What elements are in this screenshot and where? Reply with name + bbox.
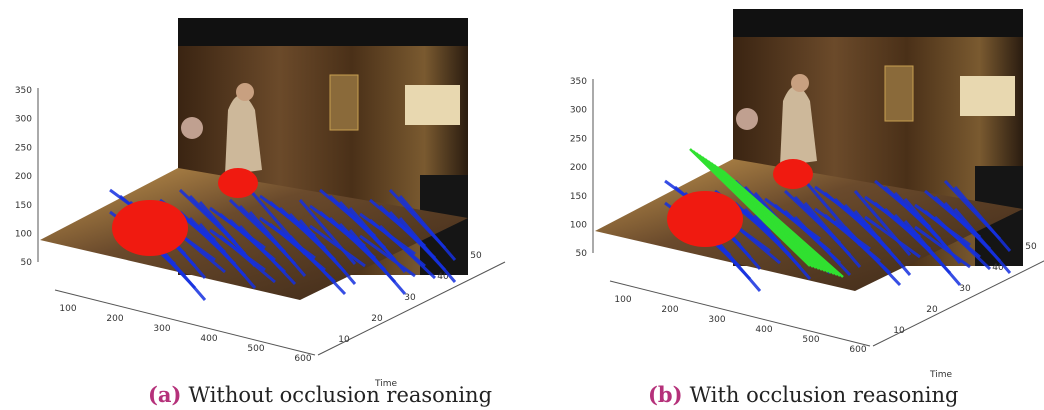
time-tick-label: 10 xyxy=(893,326,905,336)
trajectory xyxy=(953,208,1012,274)
z-tick-label: 250 xyxy=(15,143,32,153)
frame-top xyxy=(178,18,468,46)
person-head xyxy=(736,108,758,130)
time-tick-label: 40 xyxy=(437,272,449,282)
z-tick-label: 250 xyxy=(570,134,587,144)
person-head xyxy=(181,117,203,139)
caption-text: With occlusion reasoning xyxy=(690,383,959,407)
trajectory-red xyxy=(112,200,188,256)
z-tick-label: 50 xyxy=(576,249,588,259)
x-tick-label: 100 xyxy=(614,295,631,305)
z-tick-label: 50 xyxy=(21,258,33,268)
time-axis xyxy=(317,261,506,356)
time-tick-label: 20 xyxy=(926,305,938,315)
trajectory xyxy=(288,234,347,296)
x-tick-label: 400 xyxy=(755,325,772,335)
time-label: Time xyxy=(929,370,952,380)
trajectory xyxy=(753,214,812,280)
x-tick-label: 500 xyxy=(247,344,264,354)
z-tick-label: 150 xyxy=(15,201,32,211)
time-tick-label: 50 xyxy=(470,251,482,261)
x-tick-label: 600 xyxy=(294,354,311,364)
trajectory xyxy=(903,220,962,286)
trajectory xyxy=(398,217,457,283)
panel: 350 300 250 200 150 100 50 100 200 300 400 500 600 10… xyxy=(15,18,506,389)
x-tick-label: 400 xyxy=(200,334,217,344)
caption-text: Without occlusion reasoning xyxy=(188,383,492,407)
caption-label: (b) xyxy=(648,382,683,407)
z-tick-label: 350 xyxy=(15,86,32,96)
caption: (a) Without occlusion reasoning xyxy=(148,382,492,407)
time-tick-label: 40 xyxy=(992,263,1004,273)
trajectory xyxy=(933,215,992,271)
trajectory xyxy=(793,215,852,277)
z-tick-label: 300 xyxy=(15,115,32,125)
caption: (b) With occlusion reasoning xyxy=(648,382,959,407)
trajectory xyxy=(843,225,902,287)
trajectory xyxy=(219,234,276,284)
window xyxy=(960,76,1015,116)
frame-top xyxy=(733,9,1023,37)
trajectory-red xyxy=(218,168,258,198)
x-tick-label: 200 xyxy=(661,305,678,315)
trajectory xyxy=(298,219,357,285)
z-tick-label: 300 xyxy=(570,106,587,116)
x-axis xyxy=(609,280,871,347)
time-axis xyxy=(872,260,1044,347)
trajectory xyxy=(298,199,357,265)
trajectory xyxy=(348,229,407,295)
person-head xyxy=(791,74,809,92)
trajectory xyxy=(378,224,437,280)
trajectory xyxy=(853,210,912,276)
trajectory-red xyxy=(667,191,743,247)
x-tick-label: 300 xyxy=(708,315,725,325)
trajectory xyxy=(359,234,416,278)
x-tick-label: 200 xyxy=(106,314,123,324)
x-tick-label: 100 xyxy=(59,304,76,314)
trajectory-green xyxy=(722,170,844,278)
caption-label: (a) xyxy=(148,382,181,407)
x-tick-label: 500 xyxy=(802,335,819,345)
time-tick-label: 20 xyxy=(371,314,383,324)
painting xyxy=(884,65,914,122)
z-tick-label: 200 xyxy=(570,163,587,173)
trajectory xyxy=(914,225,971,269)
z-tick-label: 200 xyxy=(15,172,32,182)
x-tick-label: 300 xyxy=(153,324,170,334)
time-label: Time xyxy=(374,379,397,389)
z-tick-label: 150 xyxy=(570,192,587,202)
person xyxy=(225,95,262,175)
trajectory xyxy=(398,195,457,261)
trajectory xyxy=(953,186,1012,252)
trajectory xyxy=(248,211,307,277)
z-tick-label: 100 xyxy=(570,221,587,231)
person xyxy=(780,86,817,166)
trajectory xyxy=(853,190,912,256)
panel: 350 300 250 200 150 100 50 100 200 300 400 500 600 10… xyxy=(570,9,1044,380)
time-tick-label: 30 xyxy=(959,284,971,294)
x-tick-label: 600 xyxy=(849,345,866,355)
person-head xyxy=(236,83,254,101)
trajectory xyxy=(198,223,257,289)
time-tick-label: 10 xyxy=(338,335,350,345)
trajectory xyxy=(238,224,297,286)
z-tick-label: 100 xyxy=(15,230,32,240)
trajectory xyxy=(309,224,366,268)
trajectory xyxy=(864,215,921,259)
time-tick-label: 30 xyxy=(404,293,416,303)
trajectory-red xyxy=(773,159,813,189)
time-tick-label: 50 xyxy=(1025,242,1037,252)
window xyxy=(405,85,460,125)
x-axis xyxy=(54,289,316,356)
z-tick-label: 350 xyxy=(570,77,587,87)
trajectory xyxy=(803,202,862,268)
painting xyxy=(329,74,359,131)
